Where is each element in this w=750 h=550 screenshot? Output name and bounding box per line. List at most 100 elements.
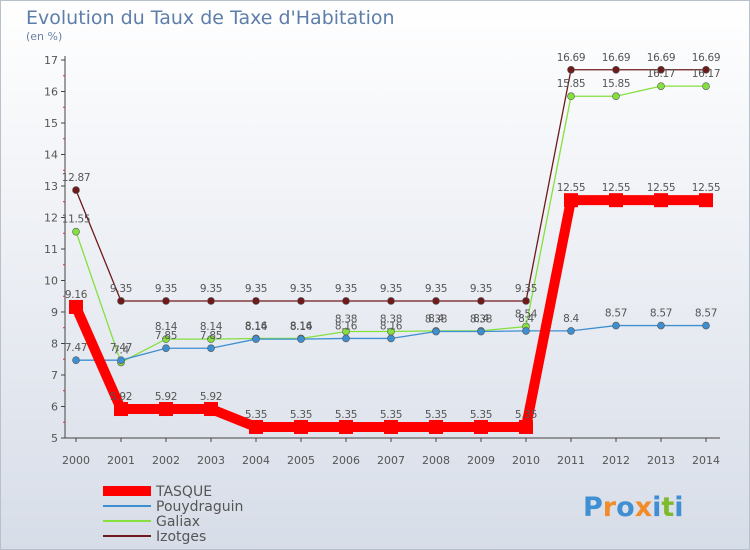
data-label: 9.35 (470, 283, 492, 295)
data-point (522, 297, 530, 305)
x-tick-label: 2010 (512, 454, 540, 467)
data-label: 8.57 (695, 308, 717, 320)
data-point (72, 356, 80, 364)
data-label: 8.38 (470, 314, 492, 326)
data-point (699, 193, 713, 208)
proxiti-logo: Proxiti (583, 492, 684, 523)
series-izotges (72, 65, 710, 305)
data-point (432, 297, 440, 305)
data-point (339, 419, 353, 434)
data-point (297, 335, 305, 343)
data-point (117, 356, 125, 364)
x-tick-label: 2006 (332, 454, 360, 467)
data-point (567, 92, 575, 101)
data-point (159, 402, 173, 417)
data-point (162, 335, 170, 343)
data-label: 8.38 (425, 314, 447, 326)
data-label: 7.47 (65, 342, 87, 354)
data-point (252, 335, 260, 343)
y-tick-label: 7 (51, 369, 58, 382)
chart-title: Evolution du Taux de Taxe d'Habitation (26, 7, 395, 29)
data-label: 8.14 (290, 321, 313, 333)
series-pouydraguin (72, 321, 710, 364)
data-point (249, 419, 263, 434)
logo-letter: t (661, 492, 674, 523)
x-tick-label: 2004 (242, 454, 270, 467)
data-label: 7.85 (200, 330, 222, 342)
legend-label: Pouydraguin (156, 499, 243, 515)
data-point (72, 227, 80, 236)
data-label: 7.85 (155, 330, 177, 342)
data-label: 5.35 (335, 409, 357, 421)
y-tick-label: 14 (44, 149, 58, 162)
data-point (477, 327, 485, 336)
data-label: 12.87 (62, 172, 91, 184)
data-label: 5.35 (380, 409, 402, 421)
x-tick-label: 2007 (377, 454, 405, 467)
data-label: 16.69 (557, 52, 586, 64)
data-point (384, 419, 398, 434)
data-label: 5.35 (515, 409, 537, 421)
axes: 5 6 7 8 9 10 11 12 13 14 15 16 17 2000 2001 2002 2003 200… (44, 54, 720, 467)
data-label: 16.69 (647, 52, 676, 64)
y-tick-label: 6 (51, 401, 58, 414)
legend-item: TASQUE (103, 484, 212, 500)
x-tick-label: 2011 (557, 454, 585, 467)
data-point (612, 92, 620, 101)
x-tick-label: 2000 (62, 454, 90, 467)
data-label: 9.35 (515, 283, 537, 295)
data-label: 9.35 (200, 283, 222, 295)
data-label: 12.55 (692, 182, 721, 194)
data-point (609, 193, 623, 208)
legend-item: Izotges (103, 529, 206, 545)
data-label: 9.35 (110, 283, 132, 295)
series-tasque (69, 193, 713, 434)
logo-letter: P (583, 492, 603, 523)
data-label: 5.35 (470, 409, 492, 421)
data-point (69, 299, 83, 314)
data-point (567, 327, 575, 335)
data-point (294, 419, 308, 434)
logo-letter: i (674, 492, 683, 523)
data-point (342, 297, 350, 305)
data-label: 16.69 (692, 52, 721, 64)
data-label: 9.16 (65, 289, 88, 301)
data-point (657, 82, 665, 90)
data-label: 9.35 (155, 283, 177, 295)
data-label: 8.54 (515, 308, 538, 320)
logo-letter: x (635, 492, 652, 523)
x-tick-label: 2009 (467, 454, 495, 467)
data-point (702, 321, 710, 330)
data-label: 8.16 (245, 320, 268, 332)
data-label: 8.4 (518, 313, 534, 325)
data-point (114, 402, 128, 417)
data-labels: 9.16 5.92 5.92 5.92 5.35 5.35 5.35 5.35 5.35 5.35… (62, 52, 721, 421)
data-point (519, 419, 533, 434)
data-point (474, 419, 488, 434)
y-tick-label: 16 (44, 86, 58, 99)
data-point (567, 65, 575, 74)
data-point (204, 402, 218, 417)
data-point (612, 65, 620, 74)
data-label: 5.35 (245, 409, 267, 421)
data-label: 7.47 (110, 342, 132, 354)
x-tick-label: 2005 (287, 454, 315, 467)
data-label: 5.92 (200, 391, 222, 403)
data-label: 8.16 (290, 320, 313, 332)
data-point (387, 297, 395, 305)
data-label: 5.35 (425, 409, 447, 421)
data-label: 8.57 (605, 308, 627, 320)
data-label: 8.57 (650, 308, 672, 320)
y-tick-label: 9 (51, 306, 58, 319)
data-point (207, 335, 215, 343)
data-point (342, 334, 350, 343)
data-label: 5.92 (110, 391, 132, 403)
y-tick-label: 15 (44, 117, 58, 130)
data-point (432, 327, 440, 336)
data-point (72, 186, 80, 194)
data-point (612, 321, 620, 330)
data-label: 8.4 (563, 313, 579, 325)
data-label: 8.38 (335, 314, 357, 326)
